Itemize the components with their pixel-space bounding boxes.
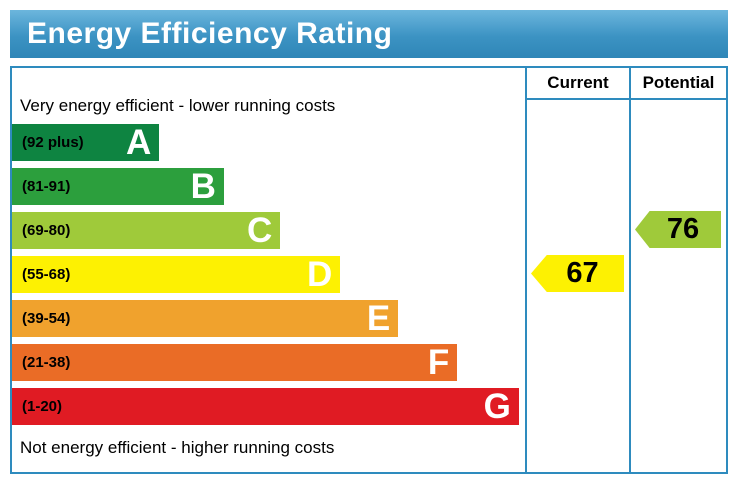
band-letter: G	[483, 386, 511, 426]
band-row-g: (1-20) G	[12, 384, 525, 428]
band-range-label: (81-91)	[22, 177, 71, 195]
band-letter: D	[307, 254, 333, 294]
band-range-label: (39-54)	[22, 309, 71, 327]
band-bar-a: (92 plus) A	[12, 122, 160, 162]
band-range-label: (92 plus)	[22, 133, 84, 151]
band-bar-g: (1-20) G	[12, 386, 519, 426]
band-letter: C	[247, 210, 273, 250]
current-column-header: Current	[527, 68, 629, 100]
band-letter: F	[427, 342, 450, 382]
band-letter: B	[190, 166, 216, 206]
band-range-label: (69-80)	[22, 221, 71, 239]
band-range-label: (21-38)	[22, 353, 71, 371]
band-bar-f: (21-38) F	[12, 342, 458, 382]
potential-column-header: Potential	[631, 68, 726, 100]
band-row-e: (39-54) E	[12, 296, 525, 340]
band-row-f: (21-38) F	[12, 340, 525, 384]
potential-rating-arrow: 76	[635, 211, 721, 248]
band-letter: A	[125, 122, 152, 162]
band-range-label: (1-20)	[22, 397, 63, 415]
note-top: Very energy efficient - lower running co…	[20, 96, 336, 115]
energy-efficiency-chart: Very energy efficient - lower running co…	[10, 66, 728, 474]
band-range-label: (55-68)	[22, 265, 71, 283]
band-letter: E	[366, 298, 391, 338]
band-row-a: (92 plus) A	[12, 120, 525, 164]
note-bottom: Not energy efficient - higher running co…	[20, 438, 335, 457]
band-bar-e: (39-54) E	[12, 298, 399, 338]
bands-area: Very energy efficient - lower running co…	[12, 68, 525, 472]
band-bar-b: (81-91) B	[12, 166, 224, 206]
title-banner: Energy Efficiency Rating	[10, 10, 728, 58]
current-rating-value: 67	[566, 257, 599, 289]
current-rating-arrow: 67	[531, 255, 624, 292]
band-row-c: (69-80) C	[12, 208, 525, 252]
band-bar-c: (69-80) C	[12, 210, 281, 250]
band-row-b: (81-91) B	[12, 164, 525, 208]
page-title: Energy Efficiency Rating	[27, 17, 393, 50]
band-list: (92 plus) A (81-91) B (69-80) C (55-68) D (39-54…	[12, 120, 525, 428]
band-bar-d: (55-68) D	[12, 254, 341, 294]
band-row-d: (55-68) D	[12, 252, 525, 296]
potential-rating-value: 76	[666, 213, 700, 245]
current-column: Current 67	[525, 68, 629, 472]
potential-column: Potential 76	[629, 68, 726, 472]
